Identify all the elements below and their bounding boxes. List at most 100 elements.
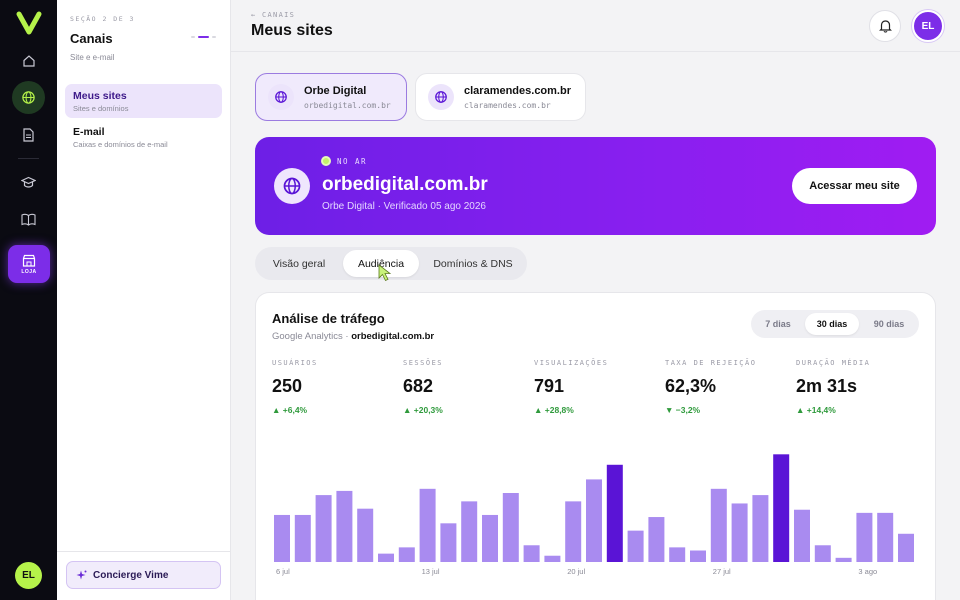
chart-bar[interactable] (835, 557, 852, 562)
nav-item-label: E-mail (73, 126, 105, 138)
chart-bar[interactable] (648, 517, 665, 562)
rail-documents-button[interactable] (12, 118, 45, 151)
site-card-claramendes[interactable]: claramendes.com.br claramendes.com.br (415, 73, 586, 121)
metric-value: 682 (403, 376, 434, 396)
traffic-bar-chart: 6 jul 13 jul 20 jul 27 jul 3 ago (274, 454, 914, 576)
chart-bar[interactable] (794, 509, 810, 562)
range-90-days[interactable]: 90 dias (873, 319, 905, 329)
graduation-cap-icon (21, 176, 36, 188)
chart-bar[interactable] (544, 555, 561, 562)
nav-item-my-sites[interactable]: Meus sites Sites e domínios (65, 84, 222, 118)
metric-sessions: SESSÕES 682 ▲ +20,3% (403, 359, 523, 415)
chart-bar[interactable] (606, 464, 623, 562)
tab-domains-dns[interactable]: Domínios & DNS (433, 257, 513, 270)
chart-bar[interactable] (898, 533, 914, 562)
site-tabs: Visão geral Audiência Domínios & DNS (255, 247, 527, 280)
chart-bar[interactable] (731, 503, 748, 562)
chart-bar[interactable] (586, 479, 602, 562)
open-site-button[interactable]: Acessar meu site (792, 168, 917, 204)
user-avatar-button[interactable]: EL (912, 10, 944, 42)
rail-store-button[interactable]: LOJA (8, 245, 50, 283)
chart-bar[interactable] (814, 545, 831, 562)
chart-bar[interactable] (398, 547, 415, 562)
notifications-button[interactable] (869, 10, 901, 42)
concierge-button[interactable]: Concierge Vime (66, 561, 221, 589)
site-url: claramendes.com.br (464, 100, 551, 110)
home-icon (22, 54, 35, 67)
range-30-days[interactable]: 30 dias (805, 313, 859, 335)
section-indicator: SEÇÃO 2 DE 3 (70, 15, 135, 23)
globe-icon (274, 168, 310, 204)
analytics-source: Google Analytics · orbedigital.com.br (272, 331, 434, 342)
chart-bar[interactable] (752, 495, 769, 562)
store-icon (22, 254, 36, 267)
chart-bar[interactable] (565, 501, 582, 562)
chart-bar[interactable] (440, 523, 457, 562)
x-tick-label: 20 jul (567, 567, 585, 576)
analytics-source-domain: orbedigital.com.br (351, 331, 435, 342)
chart-bar[interactable] (627, 530, 644, 562)
chart-bar[interactable] (315, 495, 332, 562)
concierge-label: Concierge Vime (93, 569, 169, 581)
chart-bar[interactable] (419, 488, 436, 562)
page-title: Meus sites (251, 22, 333, 39)
globe-icon (22, 91, 35, 104)
metric-label: TAXA DE REJEIÇÃO (665, 359, 757, 367)
metric-label: VISUALIZAÇÕES (534, 359, 609, 367)
channels-panel: SEÇÃO 2 DE 3 Canais Site e e-mail Meus s… (57, 0, 231, 600)
chart-bar[interactable] (461, 501, 478, 562)
site-status: NO AR (321, 156, 367, 166)
chart-bar[interactable] (773, 454, 790, 562)
chart-bar[interactable] (710, 488, 727, 562)
metric-label: DURAÇÃO MÉDIA (796, 359, 871, 367)
x-tick-label: 6 jul (276, 567, 290, 576)
chart-bar[interactable] (378, 553, 394, 562)
traffic-analytics-card: Análise de tráfego Google Analytics · or… (255, 292, 936, 600)
rail-learn-button[interactable] (12, 166, 45, 199)
metric-value: 250 (272, 376, 303, 396)
chart-bar[interactable] (523, 545, 540, 562)
metric-delta: ▲ +28,8% (534, 405, 574, 415)
mouse-cursor-icon (378, 264, 392, 282)
chart-bar[interactable] (357, 508, 374, 562)
analytics-source-prefix: Google Analytics · (272, 331, 352, 342)
metric-delta: ▲ +14,4% (796, 405, 836, 415)
app-rail: LOJA EL (0, 0, 57, 600)
breadcrumb-back-link[interactable]: ← CANAIS (251, 11, 296, 19)
chart-bar[interactable] (856, 512, 873, 562)
chart-bar[interactable] (482, 514, 498, 562)
status-label: NO AR (337, 156, 368, 166)
nav-item-label: Meus sites (73, 90, 127, 102)
chart-bar[interactable] (294, 514, 311, 562)
chart-bar[interactable] (669, 547, 686, 562)
metric-bounce-rate: TAXA DE REJEIÇÃO 62,3% ▼ −3,2% (665, 359, 785, 415)
metric-delta: ▼ −3,2% (665, 405, 701, 415)
range-7-days[interactable]: 7 dias (765, 319, 791, 329)
panel-subtitle: Site e e-mail (70, 53, 115, 62)
tab-overview[interactable]: Visão geral (272, 257, 326, 270)
date-range-selector: 7 dias 30 dias 90 dias (751, 310, 919, 338)
site-name: claramendes.com.br (464, 84, 571, 97)
rail-user-avatar[interactable]: EL (15, 562, 42, 589)
rail-home-button[interactable] (12, 44, 45, 77)
sparkle-icon (76, 570, 87, 579)
chart-bar[interactable] (690, 550, 706, 563)
rail-channels-button[interactable] (12, 81, 45, 114)
nav-item-email[interactable]: E-mail Caixas e domínios de e-mail (65, 120, 222, 154)
chart-bar[interactable] (336, 490, 353, 562)
nav-item-desc: Sites e domínios (73, 104, 129, 113)
chart-bar[interactable] (877, 512, 894, 562)
rail-guide-button[interactable] (12, 203, 45, 236)
panel-title: Canais (70, 31, 113, 46)
document-icon (23, 127, 34, 142)
x-tick-label: 27 jul (713, 567, 731, 576)
rail-divider (18, 158, 39, 159)
analytics-title: Análise de tráfego (272, 311, 385, 326)
rail-store-label: LOJA (21, 268, 37, 275)
chart-bar[interactable] (274, 514, 290, 562)
site-card-orbe-digital[interactable]: Orbe Digital orbedigital.com.br (255, 73, 407, 121)
vime-logo[interactable] (16, 10, 42, 36)
chart-bar[interactable] (502, 493, 519, 562)
site-url: orbedigital.com.br (304, 100, 391, 110)
metric-delta: ▲ +20,3% (403, 405, 443, 415)
